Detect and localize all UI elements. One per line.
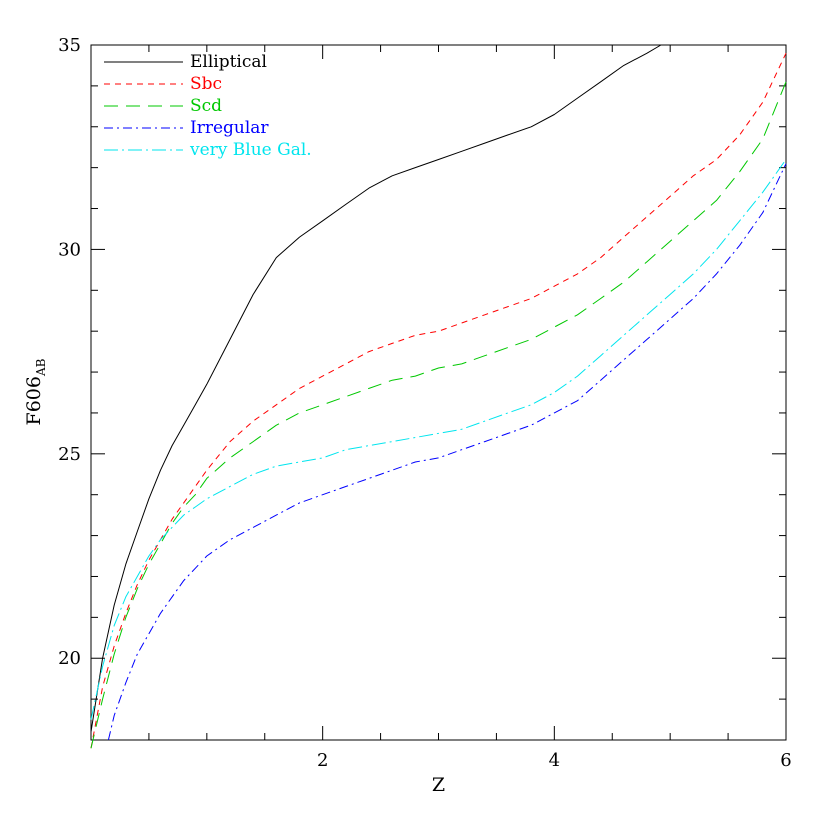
legend-label: very Blue Gal. [189,140,312,160]
x-axis-label: Z [432,774,445,796]
axis-tick-labels: 2 4 6 20 25 30 35 [58,35,792,771]
y-tick-label: 20 [58,648,81,669]
y-axis-label: F606AB [23,358,48,425]
legend-label: Scd [190,96,222,116]
series-line-elliptical [90,44,662,732]
x-tick-label: 2 [317,750,328,771]
y-tick-label: 25 [58,444,81,465]
series-line-sbc [90,52,787,749]
legend-label: Elliptical [190,52,267,72]
series-line-irregular [107,163,787,741]
y-tick-label: 30 [58,239,81,260]
y-axis-label-main: F606 [23,376,45,425]
series-line-very-blue-gal [90,159,787,720]
axis-ticks [90,44,787,741]
y-tick-label: 35 [58,35,81,56]
legend-label: Sbc [190,74,222,94]
x-tick-label: 6 [780,750,791,771]
legend-label: Irregular [190,118,269,138]
series-lines [90,44,787,749]
series-line-scd [90,81,787,749]
x-tick-label: 4 [549,750,560,771]
y-axis-label-subscript: AB [34,358,48,377]
